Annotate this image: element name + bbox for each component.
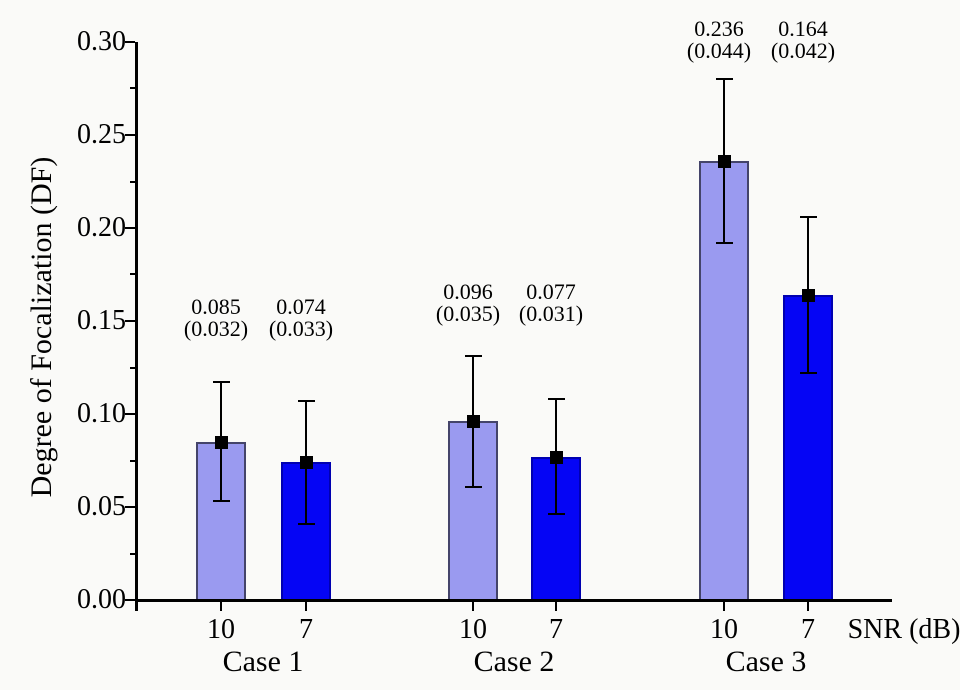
error-bar-top-cap: [464, 355, 482, 357]
x-tick-label-snr7: 7: [549, 614, 563, 645]
error-bar-top-cap: [715, 78, 733, 80]
mean-marker: [299, 455, 313, 469]
bar-value-label: 0.096: [443, 279, 493, 304]
y-axis-tick-label: 0.25: [77, 119, 126, 150]
mean-marker: [214, 435, 228, 449]
y-axis-tick-label: 0.20: [77, 212, 126, 243]
y-axis-major-tick: [125, 41, 135, 43]
y-axis-major-tick: [125, 227, 135, 229]
y-axis-tick-label: 0.15: [77, 305, 126, 336]
mean-marker: [801, 288, 815, 302]
mean-marker: [466, 414, 480, 428]
error-bar-bottom-cap: [715, 242, 733, 244]
x-tick-label-snr10: 10: [207, 614, 235, 645]
bar-sd-label: (0.033): [268, 316, 334, 341]
y-axis-tick-label: 0.05: [77, 491, 126, 522]
y-axis-major-tick: [125, 599, 135, 601]
error-bar-bottom-cap: [212, 500, 230, 502]
error-bar-bottom-cap: [799, 372, 817, 374]
error-bar-bottom-cap: [547, 513, 565, 515]
x-tick-label-snr7: 7: [299, 614, 313, 645]
bar-value-label: 0.077: [526, 279, 576, 304]
y-axis-tick-label: 0.00: [77, 584, 126, 615]
mean-marker: [717, 154, 731, 168]
x-axis-tick: [220, 602, 222, 611]
y-axis-minor-tick: [130, 87, 135, 89]
y-axis-major-tick: [125, 134, 135, 136]
bar-sd-label: (0.042): [770, 38, 836, 63]
bar-sd-label: (0.044): [686, 38, 752, 63]
error-bar-bottom-cap: [297, 523, 315, 525]
x-axis-tick: [555, 602, 557, 611]
y-axis-minor-tick: [130, 181, 135, 183]
group-label-case1: Case 1: [222, 645, 304, 678]
y-axis-major-tick: [125, 506, 135, 508]
x-tick-label-snr7: 7: [801, 614, 815, 645]
y-axis-line: [135, 42, 138, 611]
error-bar-top-cap: [297, 400, 315, 402]
bar-sd-label: (0.032): [183, 316, 249, 341]
x-axis-title: SNR (dB): [847, 614, 960, 645]
x-tick-label-snr10: 10: [710, 614, 738, 645]
x-axis-tick: [723, 602, 725, 611]
error-bar-bottom-cap: [464, 486, 482, 488]
y-axis-minor-tick: [130, 553, 135, 555]
y-axis-tick-label: 0.30: [77, 26, 126, 57]
bar-sd-label: (0.035): [435, 301, 501, 326]
x-tick-label-snr10: 10: [459, 614, 487, 645]
x-axis-tick: [472, 602, 474, 611]
y-axis-major-tick: [125, 413, 135, 415]
bar-case3-snr7: [783, 295, 833, 601]
y-axis-minor-tick: [130, 460, 135, 462]
mean-marker: [549, 450, 563, 464]
x-axis-line: [135, 599, 892, 602]
bar-value-label: 0.074: [276, 294, 326, 319]
bar-value-label: 0.236: [694, 16, 744, 41]
group-label-case2: Case 2: [473, 645, 555, 678]
error-bar-top-cap: [212, 381, 230, 383]
y-axis-minor-tick: [130, 273, 135, 275]
error-bar-top-cap: [799, 216, 817, 218]
group-label-case3: Case 3: [725, 645, 807, 678]
x-axis-tick: [305, 602, 307, 611]
y-axis-major-tick: [125, 320, 135, 322]
bar-value-label: 0.164: [778, 16, 828, 41]
x-axis-tick: [807, 602, 809, 611]
bar-value-label: 0.085: [191, 294, 241, 319]
y-axis-minor-tick: [130, 367, 135, 369]
bar-sd-label: (0.031): [518, 301, 584, 326]
y-axis-tick-label: 0.10: [77, 398, 126, 429]
error-bar-top-cap: [547, 398, 565, 400]
